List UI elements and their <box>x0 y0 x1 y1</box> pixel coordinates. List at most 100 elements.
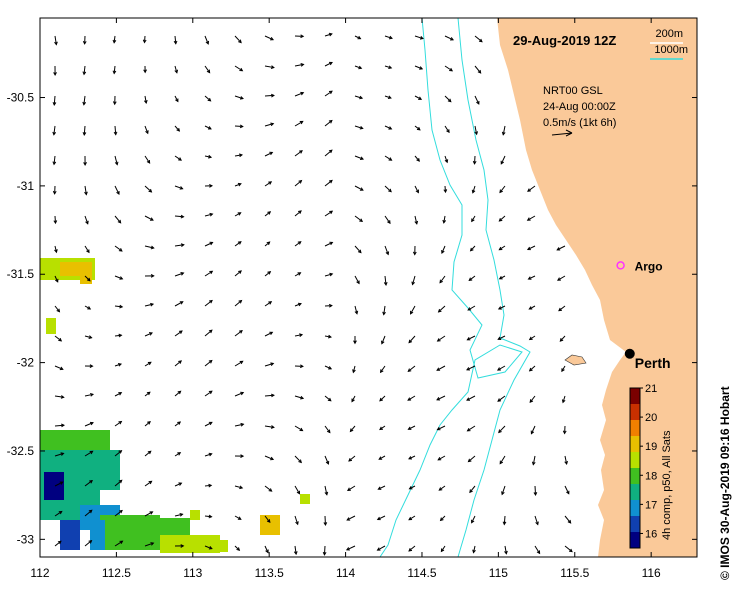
sst-colorbar: 21 20 19 18 17 16 <box>629 383 657 549</box>
current-arrow <box>234 330 243 337</box>
current-arrow <box>174 360 183 367</box>
sst-patch <box>260 515 280 535</box>
current-arrow <box>376 515 386 521</box>
current-arrow <box>114 420 123 427</box>
current-arrow <box>293 545 298 556</box>
current-arrow <box>414 215 419 225</box>
current-arrow <box>264 65 275 69</box>
current-arrow <box>294 210 302 217</box>
current-arrow <box>407 395 416 401</box>
current-arrow <box>144 215 154 221</box>
colorbar-segment <box>630 484 640 501</box>
current-arrow <box>466 395 476 401</box>
current-arrow <box>440 545 446 553</box>
current-arrow <box>174 390 182 397</box>
current-arrow <box>84 509 93 517</box>
current-arrow <box>383 275 388 286</box>
current-arrow <box>174 272 185 277</box>
current-arrow <box>84 185 88 196</box>
current-arrow <box>324 395 332 402</box>
current-arrow <box>264 393 275 398</box>
current-arrow <box>144 302 155 307</box>
current-arrow <box>378 455 386 460</box>
current-arrow <box>234 515 242 520</box>
current-arrow <box>407 365 416 372</box>
y-tick-label: -30.5 <box>7 91 35 105</box>
current-arrow <box>204 452 213 457</box>
current-arrow <box>354 95 364 100</box>
current-arrow <box>264 331 274 337</box>
current-arrow <box>442 215 447 224</box>
colorbar-segment <box>630 500 640 517</box>
current-arrow <box>144 155 151 164</box>
current-arrow <box>324 119 333 127</box>
current-arrow <box>354 35 362 40</box>
current-arrow <box>441 245 446 254</box>
current-arrow <box>414 155 420 162</box>
x-tick-label: 115.5 <box>560 566 589 580</box>
current-arrow <box>324 455 330 465</box>
current-arrow <box>353 335 357 345</box>
current-arrow <box>234 35 242 44</box>
current-arrow <box>114 155 119 166</box>
x-tick-label: 113 <box>183 566 202 580</box>
current-arrow <box>349 425 356 433</box>
current-arrow <box>439 515 446 522</box>
current-arrow <box>466 335 476 341</box>
current-arrow <box>407 425 416 430</box>
current-arrow <box>436 395 446 401</box>
scale-arrow <box>551 129 573 137</box>
current-arrow <box>294 62 305 67</box>
current-arrow <box>204 299 213 307</box>
current-arrow <box>114 509 123 517</box>
current-arrow <box>444 35 454 41</box>
current-arrow <box>52 125 57 136</box>
current-arrow <box>384 35 393 40</box>
isobath-200m <box>457 17 531 558</box>
y-tick-label: -31 <box>17 179 35 193</box>
current-arrow <box>174 512 184 517</box>
current-arrow <box>354 155 365 161</box>
current-arrow <box>529 395 536 404</box>
current-arrow <box>294 455 302 464</box>
isobath-1000m <box>379 17 523 558</box>
current-arrow <box>174 421 182 427</box>
sst-patch <box>90 520 105 550</box>
sst-patch <box>200 540 228 552</box>
y-tick-label: -32 <box>17 356 35 370</box>
current-arrow <box>564 515 572 524</box>
current-arrow <box>204 483 213 488</box>
current-arrow <box>144 480 153 487</box>
x-tick-label: 114.5 <box>407 566 436 580</box>
current-arrow <box>504 545 508 555</box>
current-arrow <box>474 125 479 136</box>
current-arrow <box>144 361 152 367</box>
sst-patch <box>60 520 80 550</box>
current-arrow <box>346 485 356 491</box>
current-arrow <box>82 65 87 76</box>
current-arrow <box>408 545 416 552</box>
current-time: 24-Aug 00:00Z <box>543 101 616 113</box>
current-arrow <box>143 65 147 74</box>
current-vectors <box>52 32 573 556</box>
colorbar-segment <box>630 404 640 421</box>
current-arrow <box>324 425 331 434</box>
current-arrow <box>52 95 57 106</box>
current-arrow <box>114 304 124 309</box>
current-arrow <box>354 185 364 191</box>
current-arrow <box>294 34 305 39</box>
current-arrow <box>294 364 304 369</box>
current-arrow <box>348 455 356 462</box>
current-arrow <box>114 215 122 224</box>
current-arrow <box>84 539 93 547</box>
current-arrow <box>527 275 536 280</box>
current-arrow <box>345 545 356 551</box>
colorbar-segment <box>630 452 640 469</box>
current-arrow <box>54 335 63 342</box>
current-arrow <box>264 151 274 157</box>
current-arrow <box>54 481 64 487</box>
current-arrow <box>234 454 245 458</box>
current-arrow <box>204 421 213 427</box>
current-arrow <box>471 185 476 194</box>
current-arrow <box>556 245 566 251</box>
